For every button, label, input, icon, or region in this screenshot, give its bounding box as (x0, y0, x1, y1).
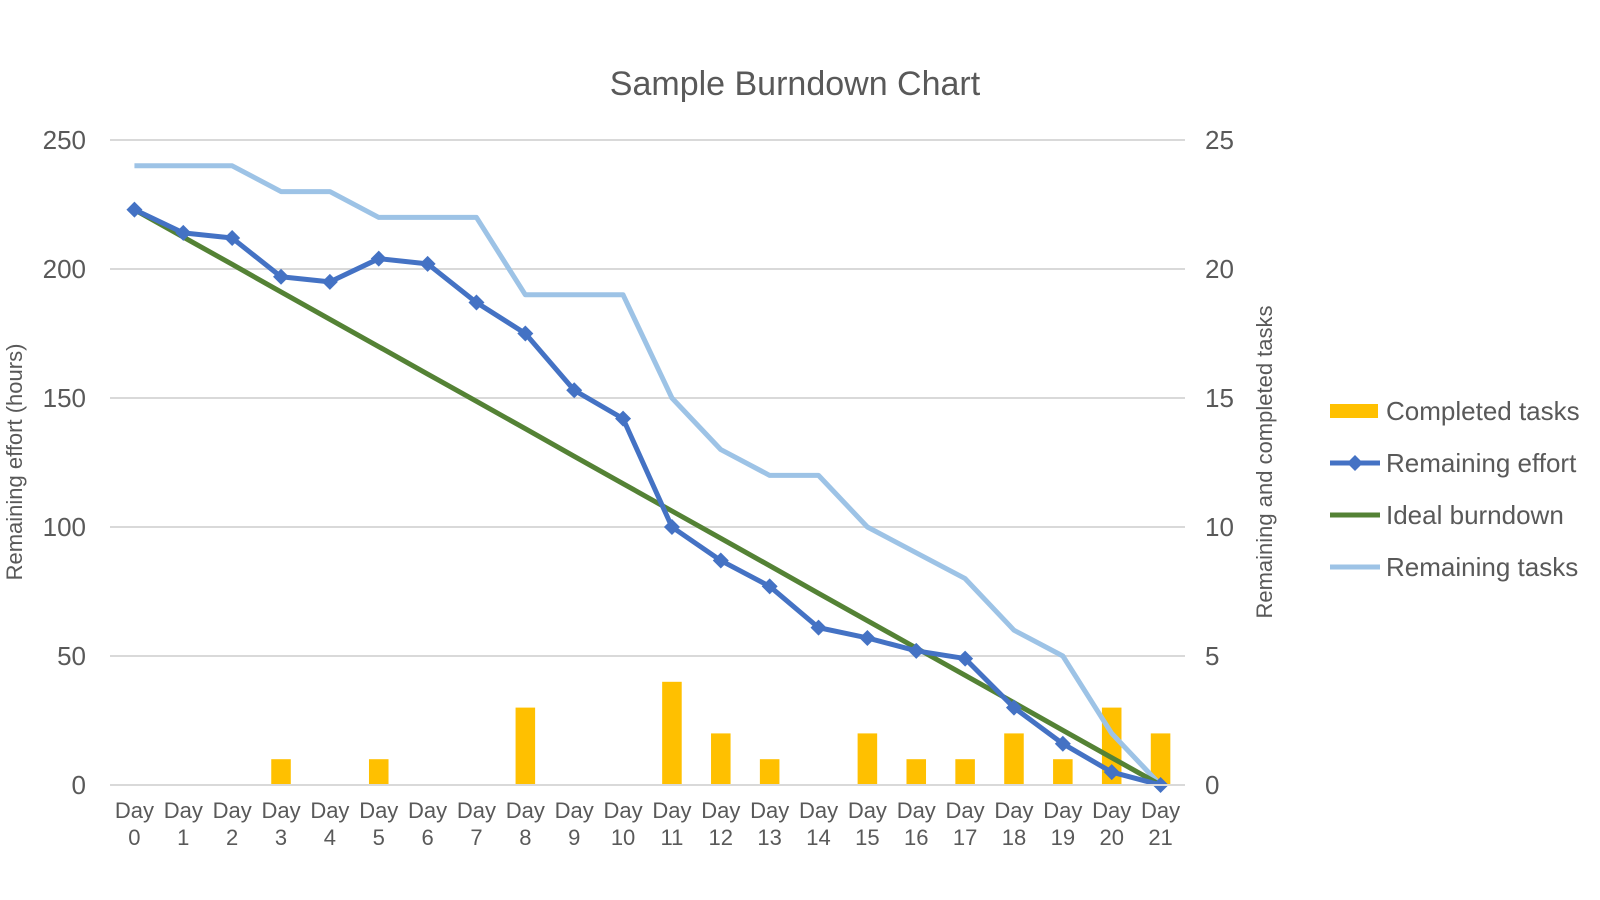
remaining-effort-marker (1103, 764, 1120, 781)
x-tick-label: Day 21 (1141, 798, 1180, 850)
x-tick-label: Day 7 (457, 798, 496, 850)
remaining-effort-marker (321, 273, 338, 290)
completed-tasks-bar (515, 707, 536, 785)
y-left-tick-label: 250 (43, 125, 86, 155)
y-axis-left-title: Remaining effort (hours) (2, 344, 27, 581)
x-tick-label: Day 17 (946, 798, 985, 850)
remaining-effort-marker (663, 519, 680, 535)
x-tick-label: Day 20 (1092, 798, 1131, 850)
x-tick-label: Day 3 (261, 798, 300, 850)
remaining-effort-marker (712, 552, 729, 569)
x-tick-label: Day 4 (310, 798, 349, 850)
completed-tasks-bar (1150, 733, 1171, 785)
remaining-effort-line (133, 207, 1162, 788)
y-right-tick-label: 15 (1205, 383, 1234, 413)
x-tick-label: Day 19 (1043, 798, 1082, 850)
completed-tasks-bar (711, 733, 731, 785)
y-axis-right-title: Remaining and completed tasks (1252, 305, 1277, 618)
remaining-effort-marker (517, 325, 534, 342)
remaining-effort-marker (1054, 735, 1071, 752)
x-tick-label: Day 12 (701, 798, 740, 850)
legend-swatch-completed-tasks (1330, 404, 1378, 418)
x-tick-label: Day 13 (750, 798, 789, 850)
x-tick-label: Day 6 (408, 798, 447, 850)
x-tick-label: Day 0 (115, 798, 154, 850)
legend-label-ideal-burndown: Ideal burndown (1386, 500, 1564, 530)
remaining-effort-marker (615, 410, 632, 427)
y-left-tick-label: 0 (72, 770, 86, 800)
x-tick-label: Day 15 (848, 798, 887, 850)
x-tick-label: Day 8 (506, 798, 545, 850)
remaining-effort-marker (761, 578, 778, 595)
y-right-tick-label: 5 (1205, 641, 1219, 671)
remaining-effort-marker (908, 642, 925, 659)
remaining-effort-marker (1005, 699, 1022, 716)
remaining-effort-marker (175, 224, 192, 241)
x-tick-label: Day 9 (555, 798, 594, 850)
completed-tasks-bar (759, 759, 780, 785)
remaining-effort-marker (810, 619, 827, 636)
y-right-tick-label: 20 (1205, 254, 1234, 284)
chart-title: Sample Burndown Chart (610, 65, 981, 103)
x-tick-label: Day 14 (799, 798, 838, 850)
remaining-effort-marker (126, 201, 143, 218)
legend-label-remaining-effort: Remaining effort (1386, 448, 1577, 478)
ideal-burndown-line (133, 207, 1162, 788)
y-left-tick-label: 100 (43, 512, 86, 542)
x-tick-label: Day 16 (897, 798, 936, 850)
completed-tasks-bar (271, 759, 291, 785)
completed-tasks-bar (906, 759, 927, 785)
x-tick-label: Day 11 (652, 798, 691, 850)
completed-tasks-bar (1053, 759, 1073, 785)
x-tick-label: Day 18 (994, 798, 1033, 850)
remaining-effort-marker (566, 382, 583, 399)
x-tick-label: Day 2 (213, 798, 252, 850)
completed-tasks-bar (1004, 733, 1024, 785)
completed-tasks-bar (857, 733, 878, 785)
completed-tasks-bars (271, 681, 1171, 785)
y-right-tick-label: 10 (1205, 512, 1234, 542)
y-left-tick-label: 200 (43, 254, 86, 284)
remaining-effort-marker (224, 230, 241, 247)
legend-label-remaining-tasks: Remaining tasks (1386, 552, 1578, 582)
y-right-tick-label: 25 (1205, 125, 1234, 155)
remaining-effort-marker (273, 268, 290, 285)
remaining-effort-marker (468, 294, 485, 311)
completed-tasks-bar (662, 681, 682, 785)
completed-tasks-bar (368, 759, 389, 785)
remaining-effort-marker (370, 250, 387, 267)
x-tick-label: Day 10 (604, 798, 643, 850)
completed-tasks-bar (955, 759, 975, 785)
y-left-tick-label: 50 (57, 641, 86, 671)
series-lines (126, 163, 1169, 793)
remaining-effort-marker (957, 650, 974, 667)
remaining-tasks-line (134, 163, 1163, 787)
legend: Completed tasks Remaining effort Ideal bur… (1330, 396, 1580, 582)
remaining-effort-marker (859, 629, 876, 646)
gridlines (110, 139, 1185, 786)
legend-label-completed-tasks: Completed tasks (1386, 396, 1580, 426)
legend-marker-remaining-effort (1347, 455, 1363, 471)
x-tick-label: Day 1 (164, 798, 203, 850)
y-right-tick-label: 0 (1205, 770, 1219, 800)
y-left-tick-label: 150 (43, 383, 86, 413)
remaining-effort-marker (419, 255, 436, 272)
x-tick-label: Day 5 (359, 798, 398, 850)
